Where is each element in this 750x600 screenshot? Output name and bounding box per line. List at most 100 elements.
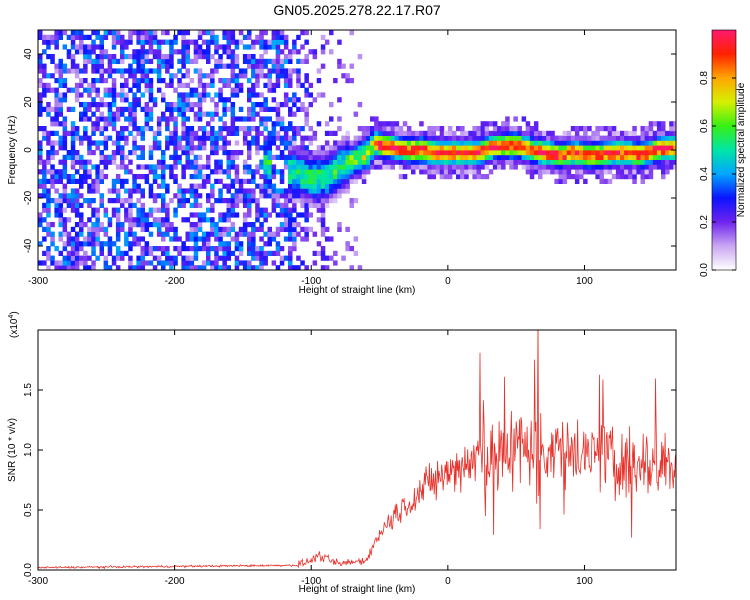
y-tick-label: 1.5: [23, 383, 34, 397]
heatmap-cell: [99, 111, 104, 117]
heatmap-cell: [132, 135, 137, 141]
heatmap-cell: [263, 207, 268, 213]
heatmap-cell: [329, 130, 334, 136]
heatmap-cell: [370, 164, 375, 170]
heatmap-cell: [460, 130, 465, 136]
heatmap-cell: [259, 183, 264, 189]
heatmap-cell: [222, 135, 227, 141]
heatmap-cell: [361, 130, 367, 136]
heatmap-cell: [111, 54, 117, 60]
heatmap-cell: [46, 207, 51, 213]
heatmap-cell: [513, 159, 518, 165]
heatmap-cell: [435, 169, 441, 175]
heatmap-cell: [185, 73, 190, 79]
snr-y-ticks: 0.00.51.01.5: [23, 383, 676, 577]
heatmap-cell: [468, 135, 473, 141]
heatmap-cell: [54, 265, 59, 270]
heatmap-cell: [148, 183, 154, 189]
heatmap-cell: [156, 231, 162, 237]
heatmap-cell: [165, 30, 170, 36]
heatmap-cell: [247, 58, 252, 64]
heatmap-cell: [189, 145, 195, 151]
heatmap-cell: [320, 255, 326, 261]
heatmap-cell: [38, 34, 43, 40]
heatmap-cell: [636, 154, 641, 160]
heatmap-cell: [259, 188, 264, 194]
heatmap-cell: [42, 164, 47, 170]
heatmap-cell: [320, 193, 326, 199]
heatmap-cell: [234, 164, 240, 170]
heatmap-cell: [79, 140, 84, 146]
heatmap-cell: [304, 58, 309, 64]
heatmap-cell: [156, 140, 162, 146]
heatmap-cell: [165, 140, 170, 146]
heatmap-cell: [615, 154, 621, 160]
heatmap-cell: [177, 58, 182, 64]
heatmap-cell: [87, 82, 92, 88]
heatmap-cell: [189, 226, 195, 232]
heatmap-cell: [521, 140, 527, 146]
heatmap-cell: [107, 116, 113, 122]
heatmap-cell: [292, 150, 297, 156]
heatmap-cell: [669, 135, 674, 141]
heatmap-cell: [583, 126, 588, 132]
heatmap-cell: [38, 126, 43, 132]
heatmap-cell: [214, 102, 219, 108]
heatmap-cell: [288, 164, 293, 170]
heatmap-cell: [103, 207, 109, 213]
heatmap-cell: [316, 178, 322, 184]
heatmap-cell: [124, 54, 129, 60]
heatmap-cell: [185, 150, 190, 156]
heatmap-cell: [480, 145, 486, 151]
heatmap-cell: [374, 130, 379, 136]
heatmap-cell: [255, 246, 260, 252]
heatmap-cell: [58, 106, 63, 112]
heatmap-cell: [95, 87, 100, 93]
heatmap-cell: [222, 250, 227, 256]
heatmap-cell: [83, 116, 88, 122]
heatmap-cell: [70, 164, 76, 170]
heatmap-cell: [349, 30, 354, 36]
heatmap-cell: [652, 140, 658, 146]
heatmap-cell: [656, 135, 662, 141]
heatmap-cell: [201, 217, 207, 223]
heatmap-cell: [628, 174, 633, 180]
heatmap-cell: [156, 130, 162, 136]
heatmap-cell: [603, 126, 609, 132]
snr-y-axis-label: SNR (10 * v/v): [7, 418, 18, 482]
heatmap-cell: [324, 202, 330, 208]
x-tick-label: 100: [576, 276, 593, 287]
heatmap-cell: [46, 154, 51, 160]
heatmap-cell: [288, 111, 293, 117]
heatmap-cell: [320, 174, 326, 180]
heatmap-cell: [214, 92, 219, 98]
heatmap-cell: [74, 178, 80, 184]
heatmap-cell: [501, 154, 506, 160]
heatmap-cell: [161, 207, 166, 213]
heatmap-cell: [79, 159, 84, 165]
heatmap-cell: [308, 193, 313, 199]
heatmap-cell: [304, 212, 309, 218]
heatmap-cell: [189, 188, 195, 194]
heatmap-cell: [181, 49, 186, 55]
heatmap-cell: [292, 198, 297, 204]
heatmap-cell: [185, 30, 190, 36]
snr-scale-exponent: 4: [8, 315, 15, 319]
heatmap-cell: [669, 121, 674, 127]
heatmap-cell: [431, 154, 436, 160]
heatmap-cell: [99, 73, 104, 79]
heatmap-cell: [558, 140, 563, 146]
heatmap-cell: [107, 92, 113, 98]
heatmap-cell: [271, 39, 277, 45]
heatmap-cell: [95, 34, 100, 40]
heatmap-cell: [267, 183, 272, 189]
heatmap-cell: [144, 102, 150, 108]
heatmap-cell: [177, 193, 182, 199]
heatmap-cell: [595, 169, 600, 175]
heatmap-cell: [242, 164, 248, 170]
heatmap-cell: [255, 126, 260, 132]
heatmap-cell: [312, 150, 318, 156]
heatmap-cell: [324, 183, 330, 189]
heatmap-cell: [558, 135, 563, 141]
heatmap-cell: [140, 265, 145, 270]
